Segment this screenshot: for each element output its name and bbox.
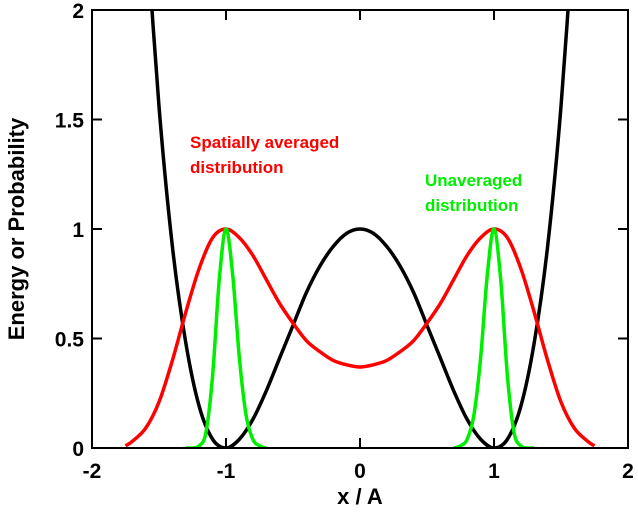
annotation: Unaveraged — [425, 171, 522, 190]
y-tick-label: 0 — [72, 438, 84, 461]
x-axis-label: x / A — [337, 484, 383, 509]
x-tick-label: -1 — [217, 460, 236, 483]
x-tick-label: 2 — [622, 460, 634, 483]
y-axis-label: Energy or Probability — [4, 117, 29, 340]
curve — [453, 227, 535, 448]
x-tick-label: 0 — [354, 460, 366, 483]
curve — [124, 227, 596, 448]
annotation: Spatially averaged — [190, 133, 339, 152]
curve — [185, 227, 267, 448]
annotation: distribution — [425, 196, 518, 215]
y-tick-label: 0.5 — [55, 329, 85, 352]
annotation: distribution — [190, 158, 283, 177]
y-tick-label: 1 — [72, 219, 84, 242]
x-tick-label: 1 — [488, 460, 500, 483]
y-tick-label: 2 — [72, 0, 84, 23]
x-tick-label: -2 — [83, 460, 102, 483]
plot-area — [124, 10, 596, 448]
y-tick-label: 1.5 — [55, 110, 85, 133]
curve — [150, 10, 570, 448]
